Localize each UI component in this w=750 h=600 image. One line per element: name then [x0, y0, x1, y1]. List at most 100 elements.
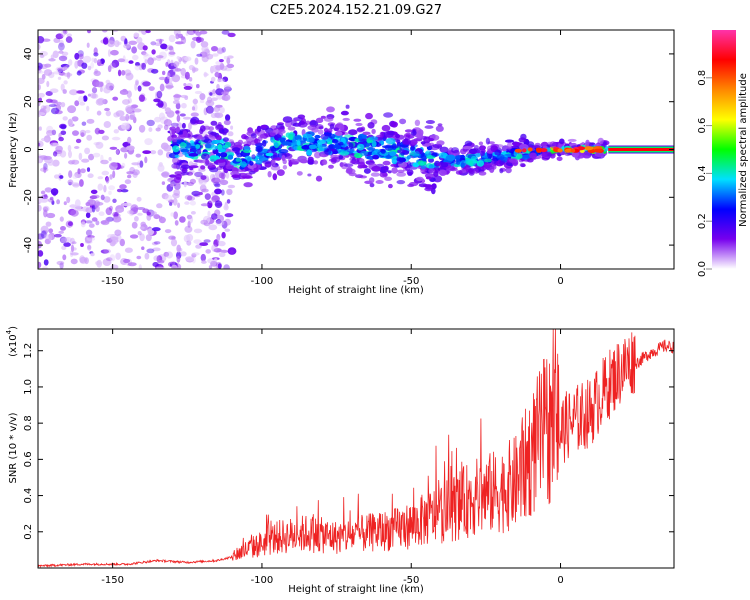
spectrogram-cell	[211, 244, 218, 252]
spectrogram-cell	[527, 147, 533, 152]
colorbar-tick-label: 0.0	[697, 261, 708, 277]
spectrogram-cell	[146, 211, 151, 216]
spectrogram-cell	[602, 141, 608, 146]
spectrogram-cell	[74, 146, 80, 149]
spectrogram-cell	[67, 179, 74, 185]
spectrogram-cell	[111, 30, 119, 33]
spectrogram-cell	[226, 55, 234, 59]
spectrogram-cell	[103, 184, 107, 193]
spectrogram-cell	[469, 148, 478, 155]
spectrogram-cell	[67, 119, 73, 126]
spectrogram-cell	[270, 165, 281, 171]
spectrogram-cell	[225, 114, 231, 122]
spectrogram-cell	[88, 153, 95, 161]
spectrogram-cell	[385, 137, 396, 145]
spectrogram-cell	[190, 112, 199, 117]
spectrogram-cell	[55, 145, 63, 152]
spectrogram-cell	[93, 47, 98, 55]
spectrogram-cell	[216, 124, 224, 130]
snr-series-line	[38, 329, 674, 568]
spectrogram-cell	[136, 196, 142, 202]
spectrogram-cell	[404, 165, 411, 171]
spectrogram-cell	[40, 105, 46, 112]
spectrogram-cell	[43, 259, 49, 266]
spectrogram-cell	[141, 246, 145, 250]
spectrogram-cell	[124, 152, 128, 159]
spectrogram-cell	[189, 118, 197, 125]
spectrogram-cell	[339, 124, 345, 131]
spectrogram-cell	[170, 212, 175, 217]
spectrogram-cell	[556, 156, 563, 162]
spectrogram-cell	[175, 66, 179, 72]
spectrogram-cell	[159, 38, 163, 45]
spectrogram-cell	[388, 183, 393, 189]
spectrogram-cell	[125, 113, 130, 122]
spectrogram-cell	[194, 90, 202, 95]
spectrogram-y-ticks: -40 -20 0 20 40	[23, 48, 674, 253]
spectrogram-cell	[215, 139, 221, 144]
spectrogram-cell	[505, 167, 512, 174]
spectrogram-cell	[129, 234, 139, 239]
spectrogram-cell	[323, 127, 329, 133]
spectrogram-cell	[175, 126, 180, 133]
spectrogram-cell	[165, 85, 174, 89]
spectrogram-cell	[420, 141, 426, 145]
spectrogram-cell	[272, 173, 278, 181]
spectrogram-cell	[64, 236, 72, 243]
spectrogram-cell	[175, 102, 181, 110]
spectrogram-cell	[103, 86, 111, 94]
spectrogram-cell	[145, 234, 152, 242]
spectrogram-cell	[153, 214, 160, 220]
spectrogram-cell	[160, 43, 168, 50]
spectrogram-cell	[184, 201, 190, 205]
colorbar: 0.0 0.2 0.4 0.6 0.8 Normalized spectral ampl…	[697, 30, 749, 277]
spectrogram-cell	[549, 141, 557, 148]
spectrogram-cell	[567, 138, 577, 142]
spectrogram-cell	[98, 211, 105, 216]
spectrogram-cell	[39, 54, 45, 59]
spectrogram-cell	[270, 146, 277, 154]
spectrogram-cell	[138, 30, 143, 33]
spectrogram-cell	[288, 133, 294, 141]
spectrogram-cell	[102, 30, 108, 33]
spectrogram-cell	[146, 248, 155, 254]
spectrogram-cell	[127, 136, 132, 144]
spectrogram-cell	[82, 95, 88, 102]
spectrogram-cell	[314, 134, 321, 139]
spectrogram-cell	[328, 133, 336, 139]
spectrogram-cell	[194, 57, 199, 65]
spectrogram-cell	[201, 45, 209, 53]
spectrogram-cell	[425, 176, 432, 180]
spectrogram-cell	[69, 89, 78, 96]
spectrogram-cell	[119, 238, 126, 247]
spectrogram-cell	[111, 162, 118, 167]
spectrogram-cell	[210, 76, 216, 82]
spectrogram-cell	[397, 134, 405, 140]
spectrogram-cell	[113, 129, 120, 134]
spectrogram-cell	[219, 152, 228, 158]
spectrogram-cell	[38, 62, 43, 70]
spectrogram-cell	[256, 125, 262, 133]
carrier-line-core	[608, 148, 674, 151]
spectrogram-cell	[175, 110, 180, 114]
chart-title: C2E5.2024.152.21.09.G27	[270, 3, 442, 18]
spectrogram-cell	[57, 69, 64, 74]
spectrogram-cell	[217, 236, 221, 244]
spectrogram-cell	[221, 95, 226, 101]
spectrogram-cell	[199, 184, 207, 193]
spectrogram-cell	[197, 159, 206, 164]
spectrogram-cell	[112, 96, 119, 101]
spectrogram-cell	[116, 208, 124, 213]
spectrogram-cell	[85, 212, 91, 219]
spectrogram-cell	[221, 91, 227, 95]
spectrogram-cell	[87, 199, 96, 206]
spectrogram-cell	[86, 134, 93, 141]
spectrogram-cell	[38, 250, 44, 257]
spectrogram-cell	[514, 148, 522, 153]
spectrogram-cell	[204, 193, 211, 201]
spectrogram-cell	[210, 144, 217, 151]
spectrogram-cell	[221, 231, 226, 239]
spectrogram-cell	[203, 239, 211, 243]
spectrogram-cell	[227, 154, 234, 160]
spectrogram-cell	[120, 189, 129, 193]
